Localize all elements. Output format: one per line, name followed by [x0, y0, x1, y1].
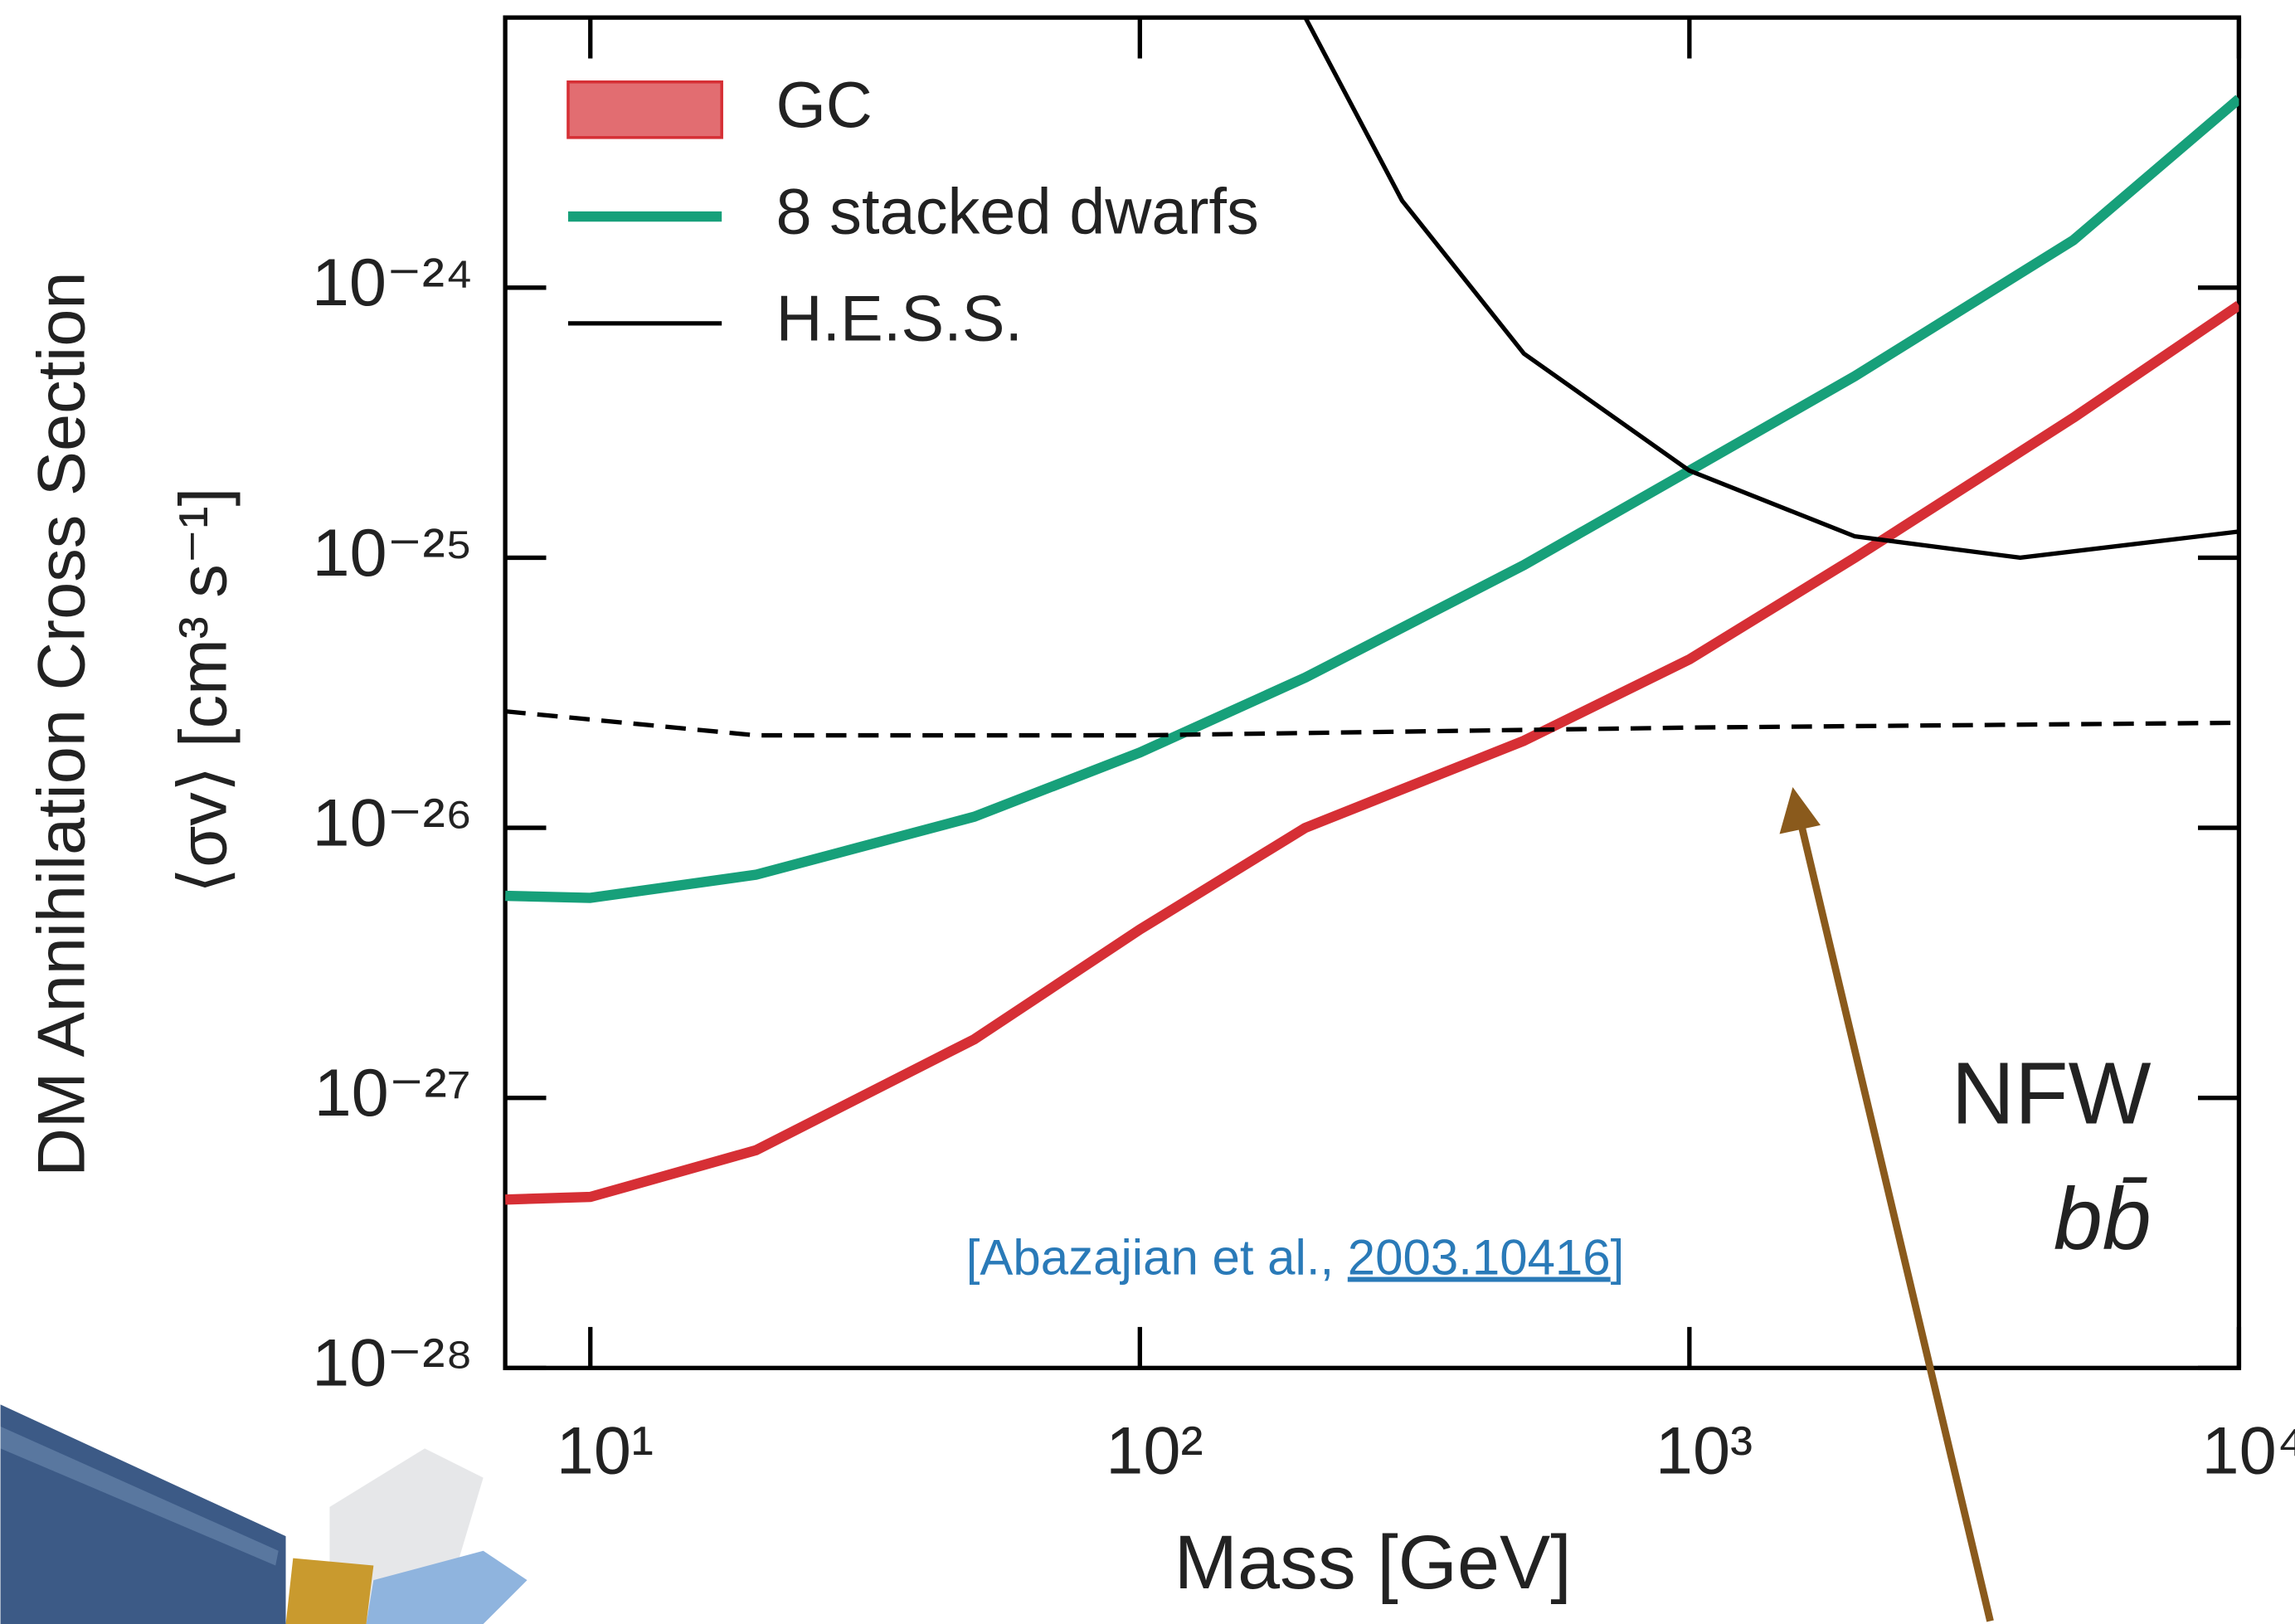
legend-label: H.E.S.S. [776, 283, 1023, 354]
y-tick-label: 10⁻²⁸ [312, 1326, 473, 1401]
x-axis-title: Mass [GeV] [1174, 1520, 1572, 1605]
citation-suffix: ] [1611, 1229, 1625, 1285]
series-line [505, 301, 2239, 1205]
satellite-image [0, 1404, 528, 1624]
y-axis-units: ⟨σv⟩ [cm³ s⁻¹] [166, 488, 241, 894]
legend-label: GC [776, 70, 872, 141]
model-label: NFW [1952, 1044, 2152, 1142]
y-tick-label: 10⁻²⁶ [313, 785, 473, 860]
arrow [1779, 787, 1994, 1622]
series-line [1303, 17, 2239, 561]
series-line [505, 709, 2239, 738]
x-tick-label: 10¹ [557, 1414, 654, 1489]
legend-swatch [566, 80, 723, 139]
x-tick-label: 10² [1106, 1414, 1203, 1489]
plot-frame [503, 15, 2242, 1370]
channel-label: bb̄ [2054, 1170, 2152, 1268]
y-tick-label: 10⁻²⁴ [312, 246, 474, 320]
citation-link[interactable]: 2003.10416 [1348, 1229, 1611, 1285]
citation-prefix: [Abazajian et al., [966, 1229, 1348, 1285]
x-tick-label: 10⁴ [2202, 1414, 2295, 1489]
legend-label: 8 stacked dwarfs [776, 177, 1258, 248]
citation: [Abazajian et al., 2003.10416] [966, 1229, 1625, 1285]
plot-area [505, 17, 2239, 1205]
y-tick-label: 10⁻²⁷ [314, 1056, 471, 1130]
y-tick-label: 10⁻²⁵ [312, 516, 473, 591]
y-axis-title: DM Annihilation Cross Section [24, 272, 99, 1177]
x-tick-label: 10³ [1656, 1414, 1753, 1489]
series-line [505, 95, 2239, 903]
